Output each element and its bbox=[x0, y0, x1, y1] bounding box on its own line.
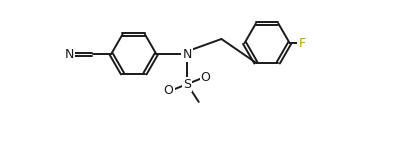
Text: F: F bbox=[298, 37, 305, 50]
Text: O: O bbox=[201, 71, 210, 84]
Text: N: N bbox=[182, 48, 192, 60]
Text: O: O bbox=[164, 85, 174, 97]
Text: S: S bbox=[183, 78, 191, 91]
Text: N: N bbox=[65, 48, 74, 60]
